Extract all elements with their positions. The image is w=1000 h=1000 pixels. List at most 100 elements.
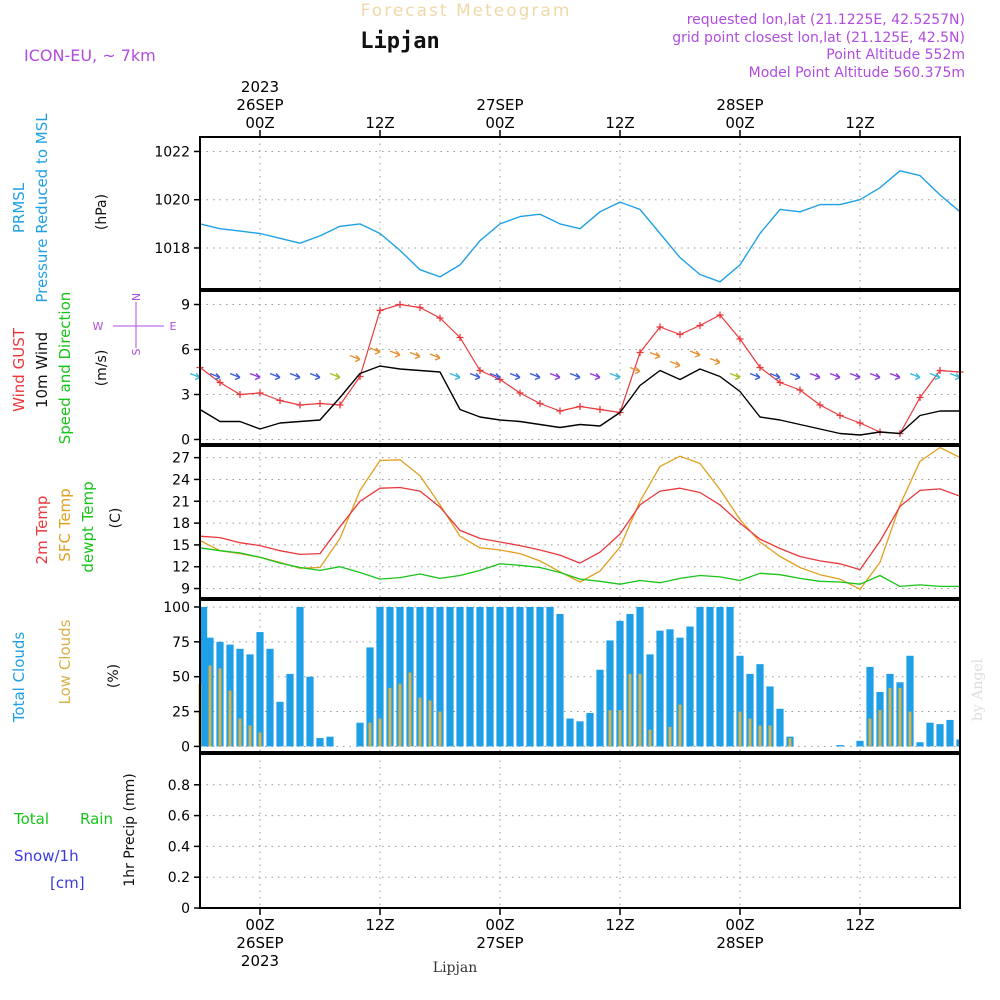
x-tick-label-bottom: 12Z <box>845 916 874 934</box>
y-tick-label: 0 <box>181 739 190 755</box>
total-cloud-bar <box>200 606 208 747</box>
gust-marker <box>256 389 264 397</box>
model-altitude: Model Point Altitude 560.375m <box>749 65 965 81</box>
footer-location: Lipjan <box>433 960 477 976</box>
wind-direction-arrow <box>729 372 741 381</box>
y-tick-label: 75 <box>172 635 190 651</box>
point-altitude: Point Altitude 552m <box>826 47 965 63</box>
low-cloud-bar <box>248 725 252 747</box>
date-label-bottom: 26SEP <box>236 934 283 952</box>
wind-direction-arrow <box>909 372 921 381</box>
low-cloud-bar <box>428 700 432 747</box>
y-tick-label: 9 <box>181 298 190 314</box>
wind-direction-arrow <box>269 372 281 381</box>
y-tick-label: 6 <box>181 343 190 359</box>
grid-layer <box>200 137 960 909</box>
precip-unit: 1hr Precip (mm) <box>122 773 138 886</box>
y-tick-label: 25 <box>172 705 190 721</box>
low-cloud-bar <box>208 665 212 747</box>
total-cloud-bar <box>776 708 784 747</box>
low-cloud-bar <box>608 710 612 747</box>
total-cloud-bar <box>416 606 424 747</box>
wind-direction-arrow <box>769 372 781 381</box>
low-cloud-bar <box>888 687 892 747</box>
wind-direction-arrow <box>789 372 801 381</box>
low-cloud-bar <box>408 672 412 747</box>
wind-direction-arrow <box>749 372 761 381</box>
total-cloud-bar <box>376 606 384 747</box>
panel-frame <box>199 445 961 599</box>
gust-marker <box>436 314 444 322</box>
total-cloud-bar <box>316 738 324 747</box>
date-label-top: 26SEP <box>236 96 283 114</box>
gust-marker <box>596 406 604 413</box>
total-cloud-bar <box>616 620 624 747</box>
wind-unit: (m/s) <box>94 350 110 387</box>
panel-frame <box>199 290 961 445</box>
data-layer <box>189 136 964 909</box>
wind-direction-arrow <box>929 372 941 381</box>
total-cloud-bar <box>436 606 444 747</box>
gust-marker <box>696 322 704 329</box>
y-tick-label: 21 <box>172 494 190 510</box>
wind-direction-arrow <box>229 372 241 381</box>
gust-marker <box>476 367 484 374</box>
prmsl-line <box>199 170 961 283</box>
snow-unit-label: [cm] <box>50 874 85 892</box>
gust-marker <box>396 301 404 308</box>
y-tick-label: 0.4 <box>168 839 190 855</box>
wind-direction-arrow <box>829 372 841 381</box>
rain-label-b: Rain <box>80 810 113 828</box>
compass-w: W <box>93 320 104 333</box>
total-cloud-bar <box>646 654 654 747</box>
total-cloud-bar <box>666 629 674 747</box>
total-cloud-bar <box>476 606 484 747</box>
x-tick-label-bottom: 12Z <box>605 916 634 934</box>
total-cloud-bar <box>956 739 960 747</box>
total-cloud-bar <box>486 606 494 747</box>
gust-marker <box>756 364 764 371</box>
x-tick-label-bottom: 00Z <box>245 916 274 934</box>
gust-marker <box>836 412 844 419</box>
y-tick-label: 1020 <box>154 193 190 209</box>
grid-coords: grid point closest lon,lat (21.125E, 42.… <box>672 30 965 46</box>
total-cloud-bar <box>916 742 924 747</box>
y-tick-label: 100 <box>163 600 190 616</box>
total-cloud-bar <box>656 630 664 747</box>
gust-marker <box>556 407 564 415</box>
low-cloud-bar <box>388 687 392 747</box>
low-cloud-bar <box>758 725 762 747</box>
clouds-unit: (%) <box>106 664 122 688</box>
total-cloud-bar <box>396 606 404 747</box>
wind-direction-arrow <box>569 372 581 381</box>
direction-label: Speed and Direction <box>56 292 74 445</box>
x-tick-label-bottom: 00Z <box>485 916 514 934</box>
wind-direction-arrow <box>889 372 901 381</box>
wind-direction-arrow <box>349 354 361 363</box>
total-cloud-bar <box>296 606 304 747</box>
low-cloud-bar <box>378 718 382 747</box>
gust-marker <box>676 331 684 338</box>
snow-label: Snow/1h <box>14 847 79 865</box>
x-tick-label-top: 00Z <box>245 114 274 132</box>
total-cloud-bar <box>246 654 254 747</box>
gust-marker <box>856 419 864 427</box>
wind-direction-arrow <box>649 351 661 360</box>
y-tick-label: 0 <box>181 433 190 449</box>
total-cloud-bar <box>586 712 594 747</box>
wind-direction-arrow <box>869 372 881 381</box>
low-cloud-bar <box>368 722 372 747</box>
total-cloud-bar <box>536 606 544 747</box>
panel-frame <box>199 136 961 290</box>
wind-direction-arrow <box>669 360 681 369</box>
wind-direction-arrow <box>329 372 341 381</box>
product-title: Forecast Meteogram <box>361 1 572 21</box>
compass-n: N <box>130 293 143 301</box>
wind-direction-arrow <box>629 366 641 375</box>
temp-unit: (C) <box>108 508 124 529</box>
total-cloud-bar <box>686 626 694 747</box>
gust-marker <box>636 349 644 356</box>
total-cloud-bar <box>746 673 754 747</box>
total-cloud-bar <box>546 606 554 747</box>
requested-coords: requested lon,lat (21.1225E, 42.5257N) <box>687 12 965 28</box>
